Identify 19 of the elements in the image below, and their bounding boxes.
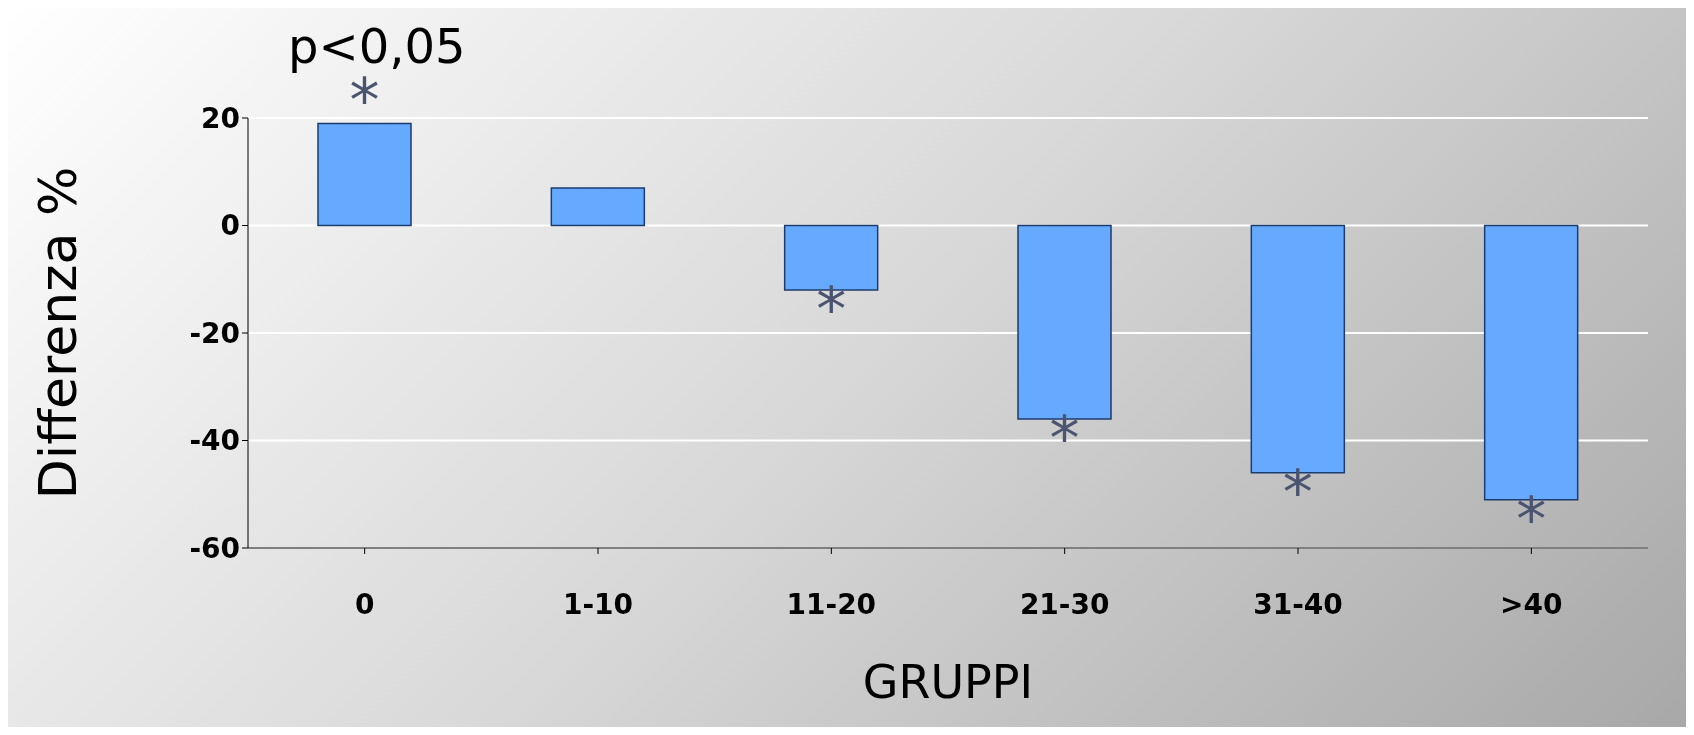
- x-tick-label: 11-20: [786, 587, 877, 621]
- y-tick-label: -20: [189, 316, 240, 350]
- y-axis-title: Differenza %: [28, 166, 89, 500]
- bar: [550, 187, 646, 227]
- data-label: *: [1282, 456, 1313, 527]
- x-tick-label: 21-30: [1019, 587, 1110, 621]
- data-label: *: [1516, 483, 1547, 554]
- data-label: *: [1049, 403, 1080, 473]
- x-axis-title: GRUPPI: [862, 655, 1034, 709]
- y-tick-label: -60: [189, 531, 240, 565]
- x-tick-label: >40: [1500, 587, 1563, 621]
- x-tick-label: 1-10: [562, 587, 634, 621]
- bar: [317, 122, 412, 227]
- x-tick-label: 31-40: [1253, 587, 1343, 621]
- data-label: *: [816, 274, 847, 344]
- y-tick-label: 0: [220, 209, 240, 243]
- y-tick-label: 20: [201, 101, 240, 135]
- x-tick-label: 0: [354, 587, 375, 621]
- y-tick-label: -40: [189, 424, 240, 458]
